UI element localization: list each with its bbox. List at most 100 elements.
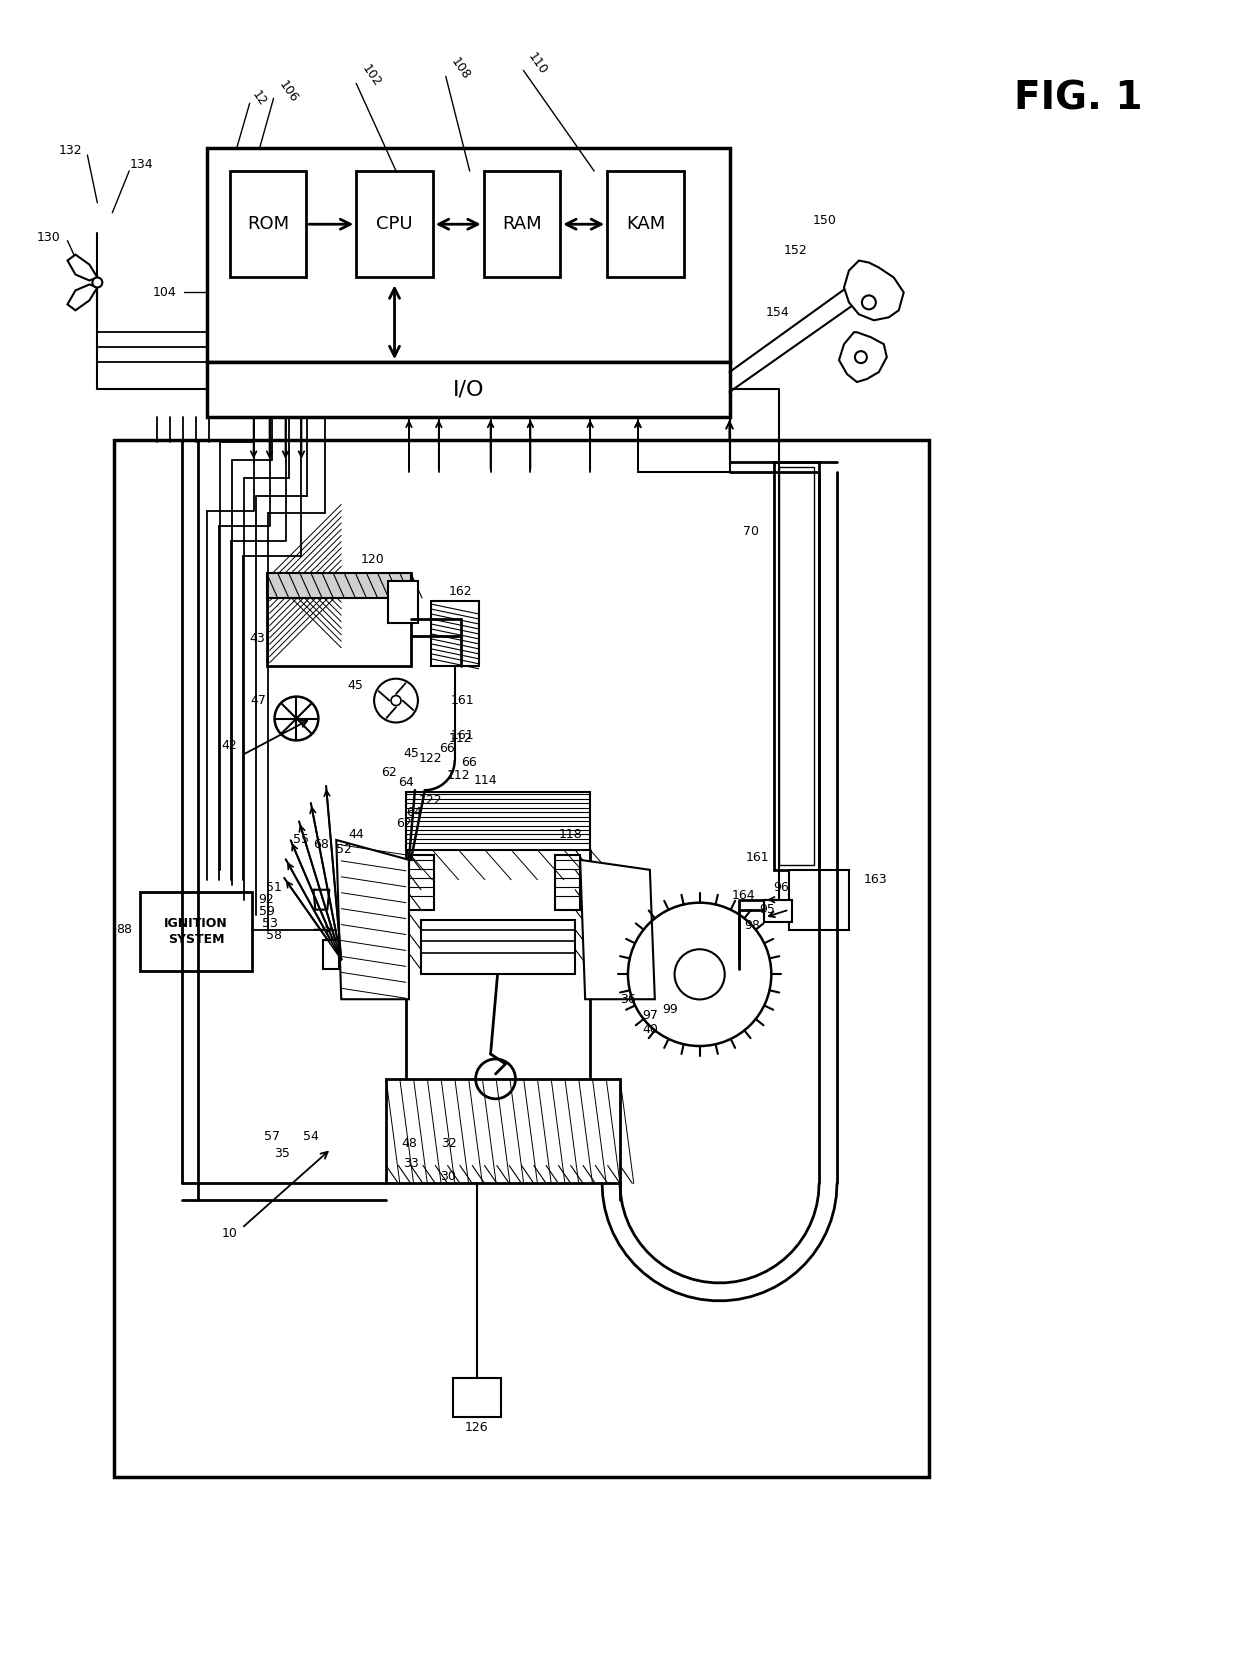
Text: 88: 88 (117, 923, 133, 936)
Text: 132: 132 (58, 143, 82, 156)
Text: CPU: CPU (376, 216, 413, 232)
Text: 45: 45 (403, 747, 419, 760)
Bar (324, 940, 340, 969)
Text: 30: 30 (440, 1170, 456, 1184)
Text: FIG. 1: FIG. 1 (1013, 80, 1142, 118)
Polygon shape (67, 254, 98, 281)
Bar (484, 171, 560, 277)
Text: 62: 62 (396, 817, 412, 830)
Text: 97: 97 (642, 1009, 657, 1021)
Bar (229, 171, 306, 277)
Text: 112: 112 (449, 732, 472, 745)
Text: 42: 42 (221, 739, 237, 752)
Polygon shape (336, 840, 409, 999)
Bar (789, 870, 849, 930)
Text: 95: 95 (759, 903, 775, 916)
Bar (267, 573, 410, 598)
Text: 54: 54 (304, 1130, 320, 1144)
Bar (388, 581, 418, 622)
Text: 161: 161 (451, 694, 475, 707)
Text: 110: 110 (526, 50, 549, 76)
Text: 36: 36 (620, 993, 636, 1006)
Text: IGNITION: IGNITION (164, 916, 228, 930)
Text: 32: 32 (441, 1137, 456, 1150)
Circle shape (862, 295, 875, 309)
Polygon shape (67, 284, 98, 310)
Text: RAM: RAM (502, 216, 542, 232)
Bar (779, 466, 815, 865)
Text: 33: 33 (403, 1157, 419, 1170)
Text: 35: 35 (274, 1147, 289, 1160)
Text: 106: 106 (277, 78, 301, 105)
Polygon shape (580, 860, 655, 999)
Text: 120: 120 (361, 553, 384, 566)
Text: 55: 55 (294, 833, 310, 847)
Text: 112: 112 (446, 769, 470, 782)
Text: 68: 68 (314, 838, 330, 852)
Bar (764, 900, 792, 921)
Text: 99: 99 (662, 1003, 677, 1016)
Text: 152: 152 (784, 244, 807, 257)
Circle shape (391, 696, 401, 706)
Polygon shape (844, 261, 904, 320)
Bar (207, 362, 729, 417)
Bar (774, 461, 820, 870)
Circle shape (92, 277, 103, 287)
Text: ROM: ROM (247, 216, 289, 232)
Bar (405, 792, 590, 850)
Bar (267, 573, 410, 666)
Text: 122: 122 (419, 752, 443, 765)
Text: 66: 66 (439, 742, 455, 755)
Bar (114, 440, 929, 1477)
Bar (386, 1079, 620, 1184)
Bar (608, 171, 683, 277)
Bar (556, 855, 580, 910)
Bar (409, 855, 434, 910)
Text: 126: 126 (465, 1421, 489, 1434)
Text: 118: 118 (558, 828, 582, 842)
Text: 70: 70 (743, 525, 759, 538)
Text: I/O: I/O (453, 380, 484, 400)
Text: 104: 104 (153, 286, 176, 299)
Text: 66: 66 (461, 755, 476, 769)
Text: 96: 96 (774, 881, 789, 895)
Text: 108: 108 (448, 55, 472, 81)
Text: 51: 51 (265, 881, 281, 895)
Text: 58: 58 (265, 930, 281, 941)
Text: 161: 161 (745, 852, 769, 865)
Text: 134: 134 (129, 158, 153, 171)
Text: 102: 102 (360, 61, 383, 90)
Text: 47: 47 (250, 694, 267, 707)
Text: 45: 45 (347, 679, 363, 692)
Text: 52: 52 (336, 843, 352, 857)
Text: 122: 122 (419, 793, 443, 807)
Text: 154: 154 (765, 305, 789, 319)
Bar (453, 1378, 501, 1418)
Text: 12: 12 (249, 88, 269, 108)
Text: 64: 64 (405, 805, 422, 818)
Text: 163: 163 (864, 873, 888, 886)
Circle shape (854, 352, 867, 364)
Text: 53: 53 (262, 916, 278, 930)
Text: 161: 161 (451, 729, 475, 742)
Text: 62: 62 (381, 765, 397, 779)
Text: SYSTEM: SYSTEM (167, 933, 224, 946)
Text: 48: 48 (401, 1137, 417, 1150)
Text: 150: 150 (813, 214, 837, 227)
Text: KAM: KAM (626, 216, 665, 232)
Text: 92: 92 (259, 893, 274, 906)
Text: 164: 164 (732, 890, 755, 901)
Text: 43: 43 (249, 632, 265, 646)
Text: 64: 64 (398, 775, 414, 788)
Polygon shape (839, 332, 887, 382)
Text: 44: 44 (348, 828, 365, 842)
Bar (140, 891, 252, 971)
Text: 10: 10 (222, 1227, 238, 1240)
Text: 114: 114 (474, 774, 497, 787)
Bar (356, 171, 433, 277)
Text: 57: 57 (264, 1130, 279, 1144)
Bar (420, 920, 575, 974)
Text: 130: 130 (37, 231, 61, 244)
Text: 59: 59 (259, 905, 274, 918)
Bar (430, 601, 479, 666)
